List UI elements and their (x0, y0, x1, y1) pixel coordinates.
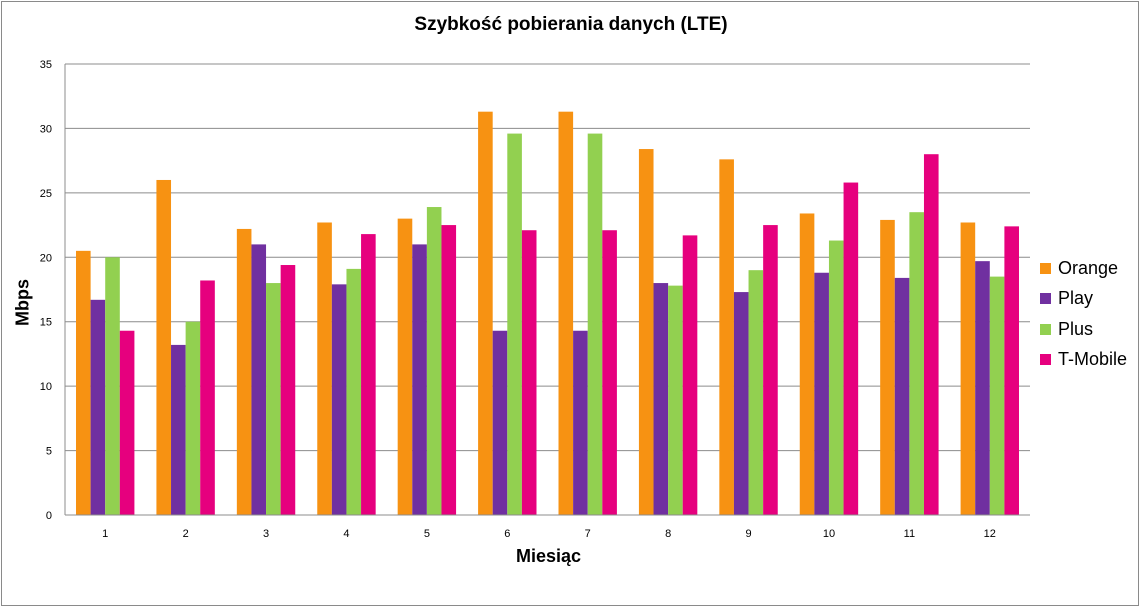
bar-t-mobile (521, 230, 537, 515)
bar-orange (960, 222, 976, 515)
bar-plus (426, 207, 442, 515)
bar-play (171, 344, 186, 515)
x-tick-label: 5 (424, 528, 430, 540)
bar-plus (828, 240, 844, 515)
legend-swatch (1040, 262, 1051, 274)
bar-orange (317, 222, 332, 515)
y-tick-label: 5 (46, 446, 52, 458)
bar-play (412, 244, 427, 515)
y-tick-label: 15 (40, 317, 52, 329)
bar-t-mobile (682, 235, 698, 515)
legend-item: T-Mobile (1040, 345, 1127, 376)
y-tick-label: 35 (40, 59, 52, 71)
legend-swatch (1040, 293, 1051, 305)
x-tick-label: 3 (263, 528, 269, 540)
bar-play (331, 284, 347, 515)
bar-play (492, 330, 508, 515)
x-tick-label: 4 (343, 528, 349, 540)
x-tick-label: 12 (984, 528, 996, 540)
legend-label: Plus (1058, 318, 1094, 339)
bar-play (573, 330, 588, 515)
x-tick-label: 6 (504, 528, 510, 540)
bar-plus (989, 276, 1005, 515)
bar-plus (105, 257, 120, 515)
bar-t-mobile (361, 234, 376, 515)
bar-t-mobile (843, 182, 859, 515)
bar-orange (478, 111, 493, 516)
bar-t-mobile (119, 330, 135, 515)
bar-play (251, 244, 267, 515)
legend-label: Orange (1058, 257, 1119, 278)
legend-swatch (1040, 354, 1051, 366)
x-tick-labels: 1 2 3 4 5 6 7 8 9 10 11 12 (102, 528, 996, 540)
chart-title: Szybkość pobierania danych (LTE) (414, 14, 728, 35)
legend-label: T-Mobile (1058, 349, 1128, 370)
bar-plus (748, 270, 764, 515)
bar-orange (558, 111, 574, 516)
bar-t-mobile (602, 230, 617, 515)
y-tick-label: 10 (40, 381, 52, 393)
bar-play (90, 299, 106, 515)
bar-plus (507, 133, 522, 515)
legend: Orange Play Plus T-Mobile (1040, 253, 1127, 375)
legend-swatch (1040, 323, 1051, 335)
bar-orange (236, 228, 252, 516)
bar-orange (397, 218, 413, 515)
x-tick-label: 1 (102, 528, 108, 540)
bar-t-mobile (441, 225, 457, 516)
bar-plus (909, 212, 924, 515)
bars (76, 111, 1019, 516)
x-tick-label: 2 (183, 528, 189, 540)
x-axis-title: Miesiąc (515, 546, 582, 566)
legend-item: Plus (1040, 314, 1127, 345)
x-tick-label: 10 (823, 528, 835, 540)
bar-orange (638, 149, 654, 515)
bar-play (894, 277, 910, 515)
y-tick-label: 25 (40, 188, 52, 200)
bar-plus (346, 268, 362, 515)
bar-t-mobile (200, 280, 215, 515)
bar-t-mobile (1004, 226, 1019, 516)
legend-label: Play (1058, 288, 1094, 309)
y-tick-labels: 0 5 10 15 20 25 30 35 (40, 59, 52, 522)
bar-play (814, 272, 829, 515)
bar-play (975, 261, 990, 515)
bar-t-mobile (763, 225, 778, 516)
bar-orange (880, 219, 895, 515)
bar-play (653, 283, 669, 515)
bar-orange (76, 250, 91, 516)
bar-t-mobile (923, 154, 939, 515)
bar-plus (668, 285, 683, 515)
bar-orange (799, 213, 815, 515)
legend-item: Orange (1040, 253, 1127, 284)
bar-plus (587, 133, 603, 515)
bar-t-mobile (280, 265, 296, 515)
bar-play (733, 292, 749, 515)
bar-plus (266, 283, 281, 515)
x-tick-label: 11 (904, 528, 915, 540)
y-tick-label: 0 (46, 510, 52, 522)
x-tick-label: 8 (665, 528, 671, 540)
axes (64, 64, 1030, 516)
bar-plus (185, 321, 201, 515)
legend-item: Play (1040, 284, 1127, 315)
bar-orange (156, 179, 172, 515)
gridlines (65, 63, 1030, 452)
y-tick-label: 30 (40, 123, 52, 135)
x-tick-label: 9 (745, 528, 751, 540)
y-tick-label: 20 (40, 252, 52, 264)
bar-orange (719, 159, 734, 515)
x-tick-label: 7 (585, 528, 591, 540)
